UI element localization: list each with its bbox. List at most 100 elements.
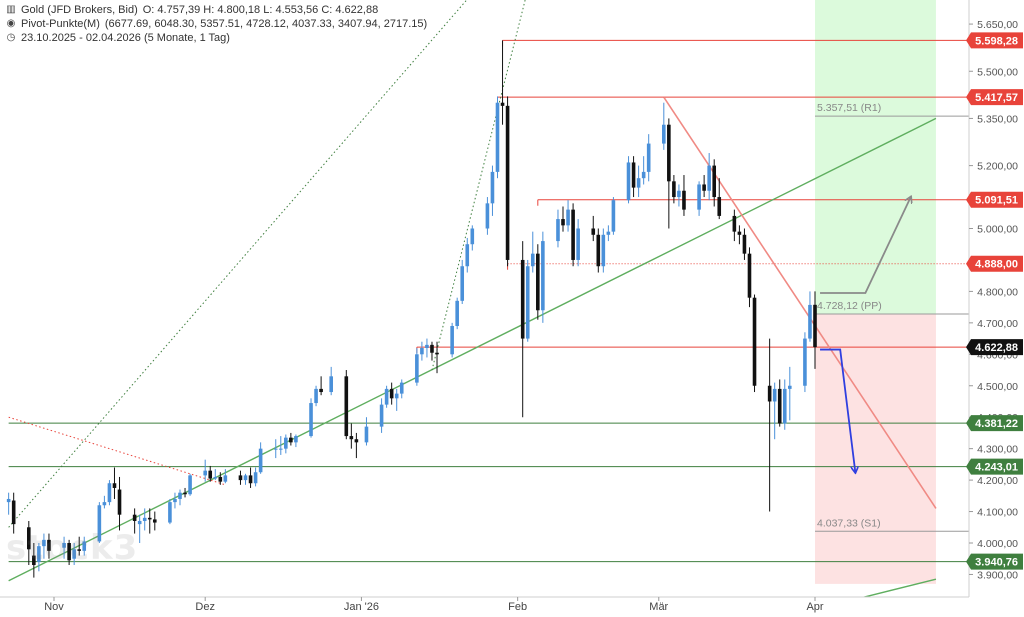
pivot-label: 4.728,12 (PP): [817, 300, 882, 312]
candle-body: [782, 388, 787, 424]
candle-body: [450, 325, 454, 355]
y-tick-label: 5.200,00: [977, 161, 1018, 173]
candle: [450, 322, 454, 358]
price-tag-bg: [966, 553, 1023, 570]
candle-body: [420, 348, 424, 355]
candle-body: [465, 244, 470, 267]
candle-body: [168, 502, 172, 523]
candle: [67, 539, 71, 566]
price-tag-label: 5.091,51: [975, 195, 1018, 207]
candle: [611, 197, 616, 235]
candle-body: [732, 215, 737, 232]
candle-body: [707, 165, 711, 191]
candle: [213, 469, 218, 481]
price-tag-label: 4.622,88: [975, 342, 1018, 354]
x-tick-label: Dez: [195, 601, 215, 613]
x-tick-label: Jan '26: [344, 601, 379, 613]
candle: [420, 341, 424, 361]
candle-body: [394, 393, 399, 399]
candle-body: [571, 209, 575, 260]
candle-body: [309, 403, 313, 437]
candle-body: [379, 404, 384, 427]
candle: [379, 398, 384, 433]
candle: [536, 244, 540, 320]
candle-body: [777, 388, 782, 424]
period-range: 23.10.2025 - 02.04.2026 (5 Monate, 1 Tag…: [21, 32, 230, 44]
candle-body: [697, 184, 701, 210]
candle-body: [284, 437, 288, 449]
candle-body: [460, 266, 465, 301]
candle: [747, 247, 752, 308]
x-tick-label: Apr: [806, 601, 823, 613]
candle-body: [530, 253, 535, 267]
price-tag-bg: [966, 255, 1023, 272]
candle: [596, 228, 601, 273]
candle: [37, 543, 41, 572]
y-tick-label: 4.300,00: [977, 444, 1018, 456]
candle-body: [641, 171, 646, 179]
candle-body: [152, 519, 157, 523]
candle-body: [349, 436, 354, 440]
candle: [273, 439, 278, 459]
candle-body: [500, 102, 505, 106]
candle: [415, 348, 419, 386]
candle: [803, 332, 807, 393]
candle: [712, 159, 717, 207]
candle: [500, 40, 505, 125]
candle: [525, 259, 530, 342]
candle: [737, 225, 742, 245]
candle: [142, 508, 147, 531]
candle: [495, 96, 500, 179]
candle-body: [329, 376, 333, 393]
y-tick-label: 5.000,00: [977, 224, 1018, 236]
candle: [530, 231, 535, 273]
candle: [626, 156, 631, 204]
candle-body: [541, 241, 545, 311]
candle-body: [62, 543, 66, 548]
candle-body: [636, 178, 641, 188]
candle-body: [601, 234, 606, 267]
watermark-logo: stock3: [6, 528, 139, 568]
candle: [767, 338, 772, 512]
candle-body: [566, 209, 570, 226]
candle: [520, 241, 525, 418]
candle: [556, 209, 560, 248]
candle-body: [772, 388, 777, 402]
candle: [672, 175, 676, 204]
candle: [243, 473, 248, 485]
forecast-arrow-blue: [820, 348, 855, 473]
candle: [132, 508, 137, 534]
candle-body: [747, 253, 752, 298]
candle-body: [11, 500, 16, 525]
candle-body: [67, 543, 71, 561]
y-tick-label: 4.200,00: [977, 475, 1018, 487]
candle: [294, 434, 298, 448]
price-tag-label: 5.417,57: [975, 92, 1018, 104]
candle-icon: ▥: [6, 4, 16, 15]
price-tag: 4.888,00: [966, 255, 1023, 272]
candle: [183, 487, 187, 498]
candle: [591, 215, 596, 242]
candle: [460, 259, 465, 304]
candle-body: [294, 436, 298, 443]
candle: [11, 492, 16, 534]
candle: [137, 514, 142, 543]
candle: [667, 118, 671, 229]
candle-body: [591, 228, 596, 235]
candle: [364, 417, 369, 446]
candle-body: [278, 448, 283, 450]
candle: [571, 203, 575, 267]
pivot-label: 5.357,51 (R1): [817, 102, 881, 114]
candle: [677, 184, 681, 207]
candle: [470, 225, 475, 251]
candle-body: [72, 549, 76, 559]
candle-body: [142, 517, 147, 521]
candle: [27, 520, 31, 566]
candle: [248, 467, 253, 488]
pivot-icon: ◉: [6, 18, 16, 29]
candle: [399, 379, 404, 399]
candle-body: [32, 555, 36, 566]
candle: [147, 508, 152, 534]
candle: [188, 473, 192, 496]
